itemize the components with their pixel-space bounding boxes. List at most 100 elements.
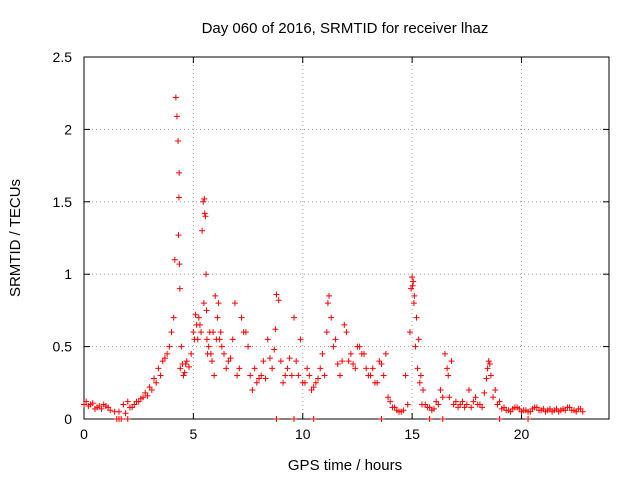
data-point (520, 407, 527, 414)
data-point (516, 405, 523, 412)
y-tick-label: 1 (64, 266, 72, 282)
data-point (347, 350, 354, 357)
data-point (411, 292, 418, 299)
x-tick-label: 10 (295, 426, 311, 442)
data-point (406, 329, 413, 336)
data-point (229, 336, 236, 343)
data-point (323, 329, 330, 336)
data-point (238, 314, 245, 321)
data-point (404, 401, 411, 408)
data-point (284, 365, 291, 372)
plot-frame (83, 56, 610, 420)
data-point (176, 261, 183, 268)
data-point (376, 358, 383, 365)
data-point (260, 358, 267, 365)
y-tick-label: 1.5 (53, 194, 73, 210)
data-point (170, 314, 177, 321)
data-point (354, 343, 361, 350)
data-point (83, 398, 90, 405)
data-point (409, 282, 416, 289)
y-tick-label: 0.5 (53, 339, 73, 355)
chart-title: Day 060 of 2016, SRMTID for receiver lha… (202, 20, 489, 37)
data-point (168, 329, 175, 336)
data-point (201, 210, 208, 217)
data-point (363, 365, 370, 372)
data-point (258, 372, 265, 379)
x-tick-label: 0 (80, 426, 88, 442)
data-point (247, 372, 254, 379)
data-point (211, 372, 218, 379)
data-point (492, 387, 499, 394)
data-point (481, 389, 488, 396)
data-point (164, 350, 171, 357)
data-point (91, 405, 98, 412)
data-point (275, 297, 282, 304)
data-point (378, 416, 385, 422)
data-point (324, 300, 331, 307)
data-point (271, 346, 278, 353)
data-point (310, 416, 317, 422)
axis-ticks (83, 56, 609, 420)
data-point (468, 404, 475, 411)
data-point (293, 358, 300, 365)
data-point (341, 321, 348, 328)
data-point (223, 365, 230, 372)
data-point (192, 311, 199, 318)
data-point (286, 355, 293, 362)
data-point (282, 372, 289, 379)
data-point (389, 404, 396, 411)
data-point (484, 365, 491, 372)
data-point (339, 358, 346, 365)
data-point (288, 372, 295, 379)
data-point (180, 372, 187, 379)
data-point (157, 372, 164, 379)
data-point (264, 336, 271, 343)
data-point (490, 394, 497, 401)
data-point (212, 292, 219, 299)
data-point (175, 137, 182, 144)
y-axis-label: SRMTID / TECUs (7, 179, 24, 297)
data-point (249, 387, 256, 394)
data-point (273, 291, 280, 298)
data-point (330, 343, 337, 350)
data-point (410, 300, 417, 307)
data-point (200, 198, 207, 205)
data-point (476, 401, 483, 408)
data-point (301, 379, 308, 386)
data-point (173, 113, 180, 120)
data-point (358, 350, 365, 357)
data-point (262, 375, 269, 382)
data-point (135, 398, 142, 405)
data-point (234, 372, 241, 379)
data-point (352, 365, 359, 372)
data-point (398, 408, 405, 415)
x-tick-label: 20 (514, 426, 530, 442)
data-point (304, 365, 311, 372)
data-point (577, 405, 584, 412)
data-point (525, 416, 532, 422)
data-point (201, 195, 208, 202)
data-point (555, 408, 562, 415)
data-point (161, 355, 168, 362)
data-point (418, 401, 425, 408)
tick-labels: 0 5 10 15 20 0 0.5 1 1.5 2 2.5 (53, 49, 530, 442)
x-tick-label: 5 (189, 426, 197, 442)
data-point (410, 278, 417, 285)
data-point (126, 404, 133, 411)
data-point (295, 372, 302, 379)
data-point (459, 398, 466, 405)
data-point (186, 363, 192, 370)
data-point (291, 314, 297, 321)
data-point (203, 307, 210, 314)
data-point (124, 416, 131, 422)
data-point (525, 408, 532, 415)
data-point (151, 375, 157, 382)
data-point (215, 300, 222, 307)
data-point (253, 379, 260, 386)
data-point (203, 336, 210, 343)
data-point (542, 408, 549, 415)
data-point (511, 404, 518, 411)
data-point (175, 194, 182, 201)
data-point (503, 407, 510, 414)
